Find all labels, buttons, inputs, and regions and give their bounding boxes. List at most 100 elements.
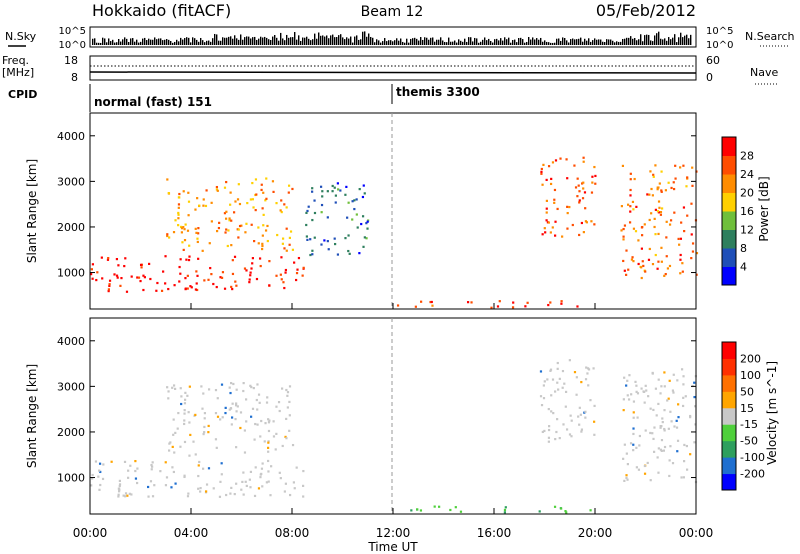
- data-cell: [236, 198, 240, 201]
- data-cell: [629, 172, 632, 175]
- nsky-bar: [550, 42, 552, 45]
- data-cell: [683, 460, 686, 463]
- data-cell: [267, 480, 270, 483]
- data-cell: [139, 279, 142, 283]
- data-cell: [320, 211, 323, 214]
- nsky-bar: [326, 35, 328, 45]
- data-cell: [201, 467, 205, 470]
- data-cell: [269, 494, 272, 497]
- nsky-bar: [472, 41, 474, 45]
- data-cell: [558, 436, 561, 440]
- data-cell: [256, 423, 259, 426]
- data-cell: [146, 485, 150, 489]
- data-cell: [550, 410, 553, 413]
- data-cell: [165, 476, 169, 479]
- nsky-bar: [162, 40, 164, 45]
- data-cell: [637, 239, 640, 242]
- data-cell: [125, 290, 129, 293]
- data-cell: [665, 220, 668, 223]
- nsky-bar: [514, 39, 516, 45]
- nsky-bar: [396, 38, 398, 45]
- data-cell: [676, 379, 679, 382]
- data-cell: [582, 187, 585, 190]
- data-cell: [253, 494, 257, 498]
- data-cell: [171, 466, 174, 469]
- data-cell: [97, 475, 100, 478]
- data-cell: [651, 432, 654, 435]
- data-cell: [251, 198, 255, 201]
- nsky-bar: [222, 37, 224, 45]
- data-cell: [136, 276, 139, 279]
- nsky-bar: [410, 38, 412, 45]
- data-cell: [623, 376, 626, 379]
- data-cell: [680, 368, 684, 371]
- data-cell: [643, 390, 646, 393]
- data-cell: [240, 488, 243, 491]
- data-cell: [134, 459, 137, 463]
- nsky-bar: [96, 42, 98, 45]
- nsky-tick-bottom-right: 10^0: [706, 40, 733, 51]
- data-cell: [90, 273, 93, 276]
- nsky-bar: [254, 36, 256, 45]
- data-cell: [622, 238, 625, 241]
- nsky-bar: [200, 37, 202, 45]
- data-cell: [155, 289, 158, 292]
- nsky-bar: [526, 41, 528, 45]
- nsky-bar: [374, 42, 376, 45]
- data-cell: [286, 394, 289, 397]
- data-cell: [590, 191, 594, 194]
- data-cell: [652, 450, 656, 453]
- data-cell: [266, 239, 269, 243]
- data-cell: [221, 271, 225, 274]
- data-cell: [634, 230, 638, 233]
- data-cell: [362, 245, 365, 248]
- nsky-bar: [140, 41, 142, 45]
- data-cell: [580, 428, 584, 431]
- data-cell: [626, 203, 630, 206]
- data-cell: [648, 247, 651, 251]
- data-cell: [164, 282, 167, 285]
- data-cell: [257, 393, 261, 396]
- data-cell: [686, 177, 689, 180]
- data-cell: [593, 223, 596, 226]
- nsky-bar: [414, 37, 416, 45]
- nsky-bar: [320, 35, 322, 45]
- data-cell: [115, 274, 119, 277]
- data-cell: [632, 443, 635, 446]
- data-cell: [668, 264, 672, 268]
- data-cell: [96, 271, 99, 274]
- data-cell: [230, 486, 233, 490]
- data-cell: [261, 247, 264, 251]
- data-cell: [625, 273, 628, 276]
- data-cell: [228, 219, 231, 222]
- nsky-bar: [174, 41, 176, 45]
- nsky-bar: [510, 42, 512, 45]
- nsky-bar: [282, 38, 284, 45]
- data-cell: [586, 372, 589, 375]
- data-cell: [98, 469, 101, 472]
- nsky-bar: [136, 39, 138, 45]
- data-cell: [289, 230, 293, 233]
- data-cell: [654, 387, 658, 390]
- data-cell: [295, 272, 299, 275]
- nsky-bar: [658, 31, 660, 45]
- data-cell: [117, 264, 120, 267]
- data-cell: [545, 199, 548, 202]
- data-cell: [119, 284, 122, 287]
- data-cell: [454, 506, 457, 509]
- nsky-bar: [184, 38, 186, 45]
- nsky-bar: [644, 35, 646, 45]
- data-cell: [367, 219, 370, 222]
- beam-title: Beam 12: [361, 4, 424, 20]
- nsky-bar: [372, 37, 374, 45]
- nsky-bar: [438, 39, 440, 45]
- data-cell: [333, 186, 336, 189]
- data-cell: [212, 282, 215, 286]
- data-cell: [167, 287, 170, 291]
- data-cell: [690, 257, 693, 260]
- nsky-bar: [356, 35, 358, 45]
- nsky-bar: [350, 36, 352, 45]
- data-cell: [627, 398, 631, 401]
- nsky-tick-bottom-left: 10^0: [59, 40, 86, 51]
- data-cell: [660, 438, 664, 442]
